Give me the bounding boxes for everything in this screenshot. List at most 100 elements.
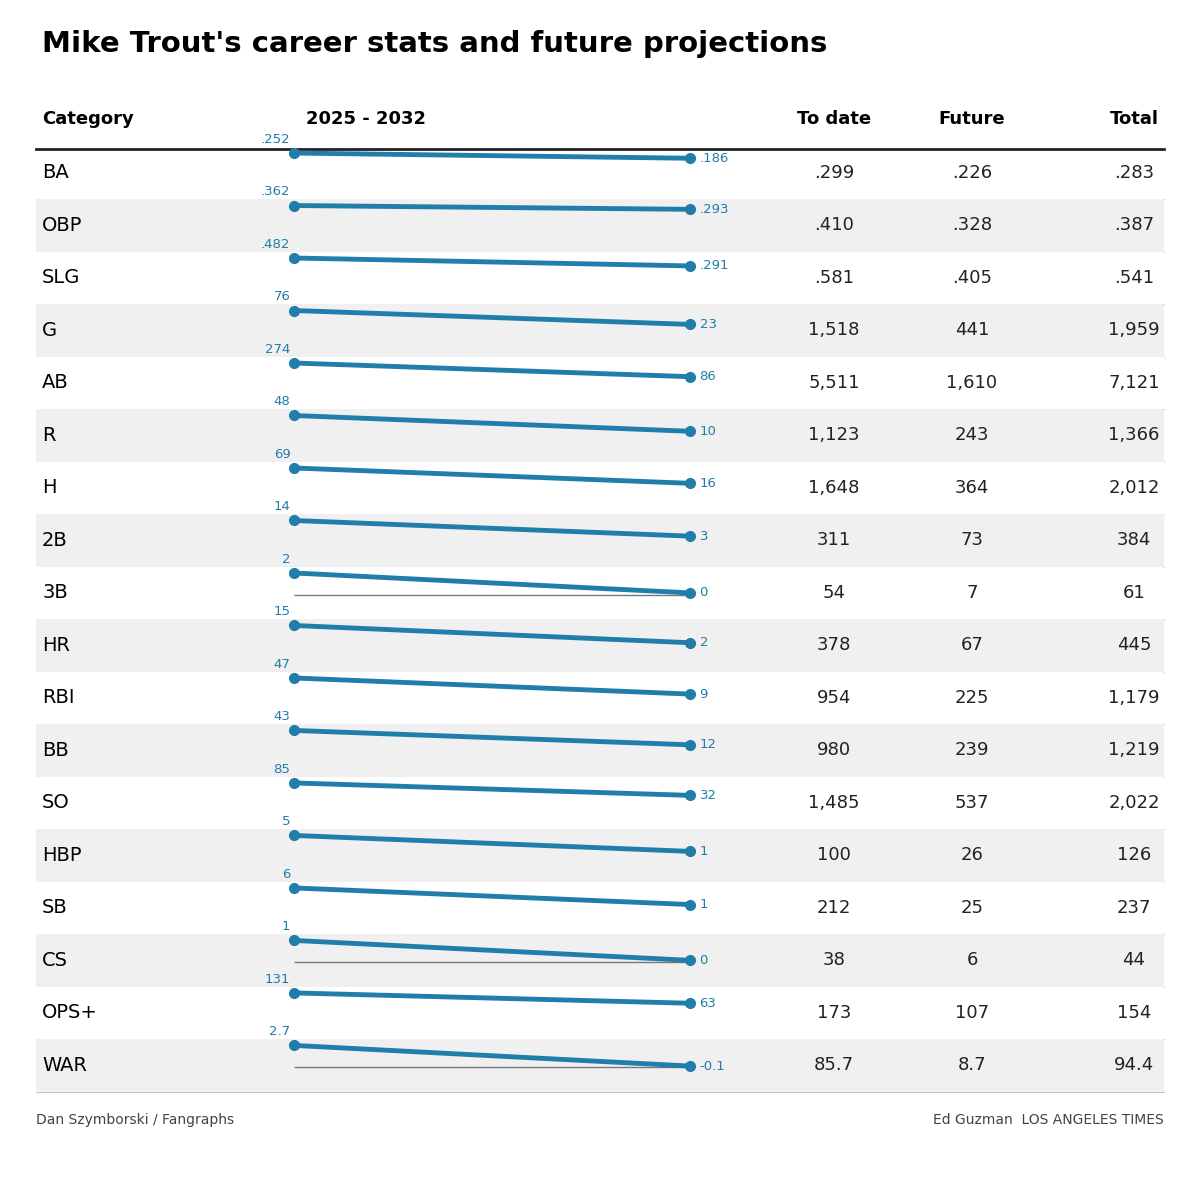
FancyBboxPatch shape	[36, 934, 1164, 987]
Text: .291: .291	[700, 259, 730, 272]
FancyBboxPatch shape	[36, 252, 1164, 304]
Text: 44: 44	[1122, 951, 1146, 970]
Text: SLG: SLG	[42, 268, 80, 288]
Text: .293: .293	[700, 203, 730, 216]
Text: 61: 61	[1123, 583, 1145, 602]
Text: 5: 5	[282, 815, 290, 828]
Text: AB: AB	[42, 373, 68, 392]
Text: .252: .252	[260, 132, 290, 146]
FancyBboxPatch shape	[36, 1039, 1164, 1092]
Text: 1,648: 1,648	[809, 478, 859, 497]
Text: HR: HR	[42, 636, 70, 655]
Text: 1,123: 1,123	[809, 426, 859, 445]
Text: 48: 48	[274, 395, 290, 408]
Text: SB: SB	[42, 898, 67, 917]
Text: .482: .482	[262, 237, 290, 251]
Text: WAR: WAR	[42, 1056, 88, 1075]
FancyBboxPatch shape	[36, 987, 1164, 1039]
Text: 23: 23	[700, 317, 716, 330]
Text: 980: 980	[817, 741, 851, 760]
Text: 38: 38	[822, 951, 846, 970]
Text: .541: .541	[1114, 268, 1154, 288]
Text: 73: 73	[960, 531, 984, 550]
Text: 85: 85	[274, 762, 290, 775]
Text: 378: 378	[817, 636, 851, 655]
Text: 212: 212	[817, 898, 851, 917]
Text: 86: 86	[700, 370, 716, 383]
Text: 237: 237	[1117, 898, 1151, 917]
Text: 225: 225	[955, 688, 989, 707]
Text: 1,366: 1,366	[1109, 426, 1159, 445]
Text: 54: 54	[822, 583, 846, 602]
Text: 5,511: 5,511	[809, 373, 859, 392]
Text: OBP: OBP	[42, 216, 83, 235]
Text: 76: 76	[274, 290, 290, 303]
Text: 239: 239	[955, 741, 989, 760]
Text: CS: CS	[42, 951, 68, 970]
Text: 67: 67	[960, 636, 984, 655]
Text: 126: 126	[1117, 846, 1151, 865]
Text: BA: BA	[42, 163, 68, 183]
Text: .226: .226	[952, 163, 992, 183]
Text: .186: .186	[700, 152, 728, 165]
FancyBboxPatch shape	[36, 777, 1164, 829]
Text: 173: 173	[817, 1003, 851, 1022]
FancyBboxPatch shape	[36, 567, 1164, 619]
Text: Ed Guzman  LOS ANGELES TIMES: Ed Guzman LOS ANGELES TIMES	[934, 1113, 1164, 1127]
Text: 311: 311	[817, 531, 851, 550]
Text: 94.4: 94.4	[1114, 1056, 1154, 1075]
Text: 1: 1	[700, 845, 708, 858]
Text: 3B: 3B	[42, 583, 67, 602]
Text: .362: .362	[260, 185, 290, 198]
Text: 10: 10	[700, 425, 716, 438]
Text: RBI: RBI	[42, 688, 74, 707]
Text: H: H	[42, 478, 56, 497]
Text: Future: Future	[938, 110, 1006, 129]
Text: .581: .581	[814, 268, 854, 288]
FancyBboxPatch shape	[36, 514, 1164, 567]
Text: BB: BB	[42, 741, 68, 760]
Text: 85.7: 85.7	[814, 1056, 854, 1075]
Text: HBP: HBP	[42, 846, 82, 865]
FancyBboxPatch shape	[36, 147, 1164, 199]
Text: 25: 25	[960, 898, 984, 917]
Text: 384: 384	[1117, 531, 1151, 550]
Text: 1,485: 1,485	[809, 793, 859, 812]
Text: G: G	[42, 321, 58, 340]
Text: 2,012: 2,012	[1109, 478, 1159, 497]
Text: 364: 364	[955, 478, 989, 497]
FancyBboxPatch shape	[36, 304, 1164, 357]
FancyBboxPatch shape	[36, 462, 1164, 514]
Text: Total: Total	[1110, 110, 1158, 129]
Text: .405: .405	[952, 268, 992, 288]
Text: OPS+: OPS+	[42, 1003, 98, 1022]
FancyBboxPatch shape	[36, 357, 1164, 409]
Text: 0: 0	[700, 587, 708, 599]
Text: 445: 445	[1117, 636, 1151, 655]
Text: 6: 6	[282, 867, 290, 880]
Text: Category: Category	[42, 110, 133, 129]
Text: 2025 - 2032: 2025 - 2032	[306, 110, 426, 129]
FancyBboxPatch shape	[36, 672, 1164, 724]
Text: 63: 63	[700, 997, 716, 1009]
Text: 1,610: 1,610	[947, 373, 997, 392]
FancyBboxPatch shape	[36, 882, 1164, 934]
Text: 32: 32	[700, 789, 716, 802]
Text: .328: .328	[952, 216, 992, 235]
Text: 14: 14	[274, 500, 290, 513]
FancyBboxPatch shape	[36, 619, 1164, 672]
Text: To date: To date	[797, 110, 871, 129]
Text: -0.1: -0.1	[700, 1059, 725, 1073]
Text: 2: 2	[282, 552, 290, 565]
Text: 154: 154	[1117, 1003, 1151, 1022]
FancyBboxPatch shape	[36, 724, 1164, 777]
Text: 1,959: 1,959	[1108, 321, 1160, 340]
Text: 2: 2	[700, 636, 708, 649]
Text: 954: 954	[817, 688, 851, 707]
Text: .387: .387	[1114, 216, 1154, 235]
Text: 441: 441	[955, 321, 989, 340]
Text: 9: 9	[700, 687, 708, 700]
Text: 1: 1	[700, 898, 708, 911]
Text: .299: .299	[814, 163, 854, 183]
Text: Mike Trout's career stats and future projections: Mike Trout's career stats and future pro…	[42, 30, 827, 57]
